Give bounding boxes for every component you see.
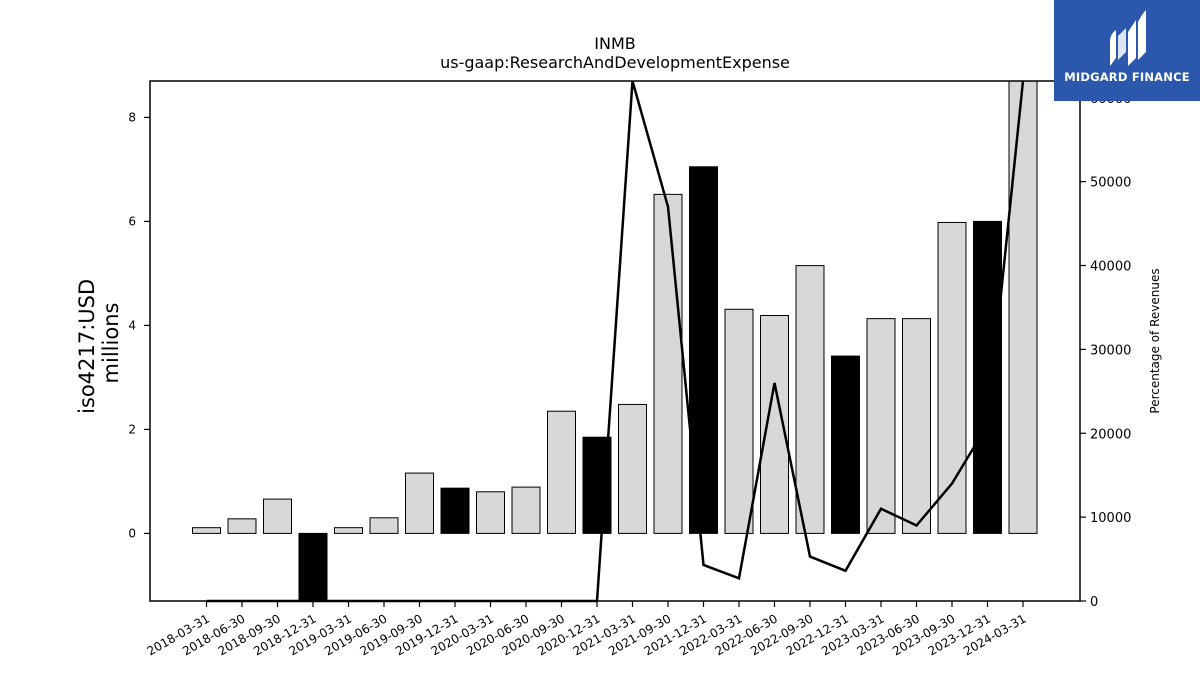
bar-2020-06-30 bbox=[511, 486, 541, 534]
y2-tick-label: 20000 bbox=[1090, 427, 1131, 442]
y2-tick-label: 0 bbox=[1090, 595, 1098, 610]
bar-2023-06-30 bbox=[902, 318, 931, 534]
y2-tick-label: 30000 bbox=[1090, 343, 1131, 358]
bar-2023-12-31 bbox=[973, 220, 1002, 534]
y2-tick-label: 50000 bbox=[1090, 176, 1131, 191]
bar-2020-09-30 bbox=[547, 410, 576, 534]
bar-2019-06-30 bbox=[369, 517, 399, 534]
bar-2021-09-30 bbox=[653, 193, 683, 534]
bar-2018-03-31 bbox=[192, 527, 221, 534]
bar-2023-03-31 bbox=[866, 318, 896, 534]
y-tick-label: 6 bbox=[128, 214, 136, 228]
chart-subtitle: us-gaap:ResearchAndDevelopmentExpense bbox=[440, 53, 790, 72]
y-tick-label: 8 bbox=[128, 110, 136, 124]
bar-2023-09-30 bbox=[937, 221, 967, 534]
y2-tick-label: 40000 bbox=[1090, 260, 1131, 275]
y-tick-label: 2 bbox=[128, 422, 136, 436]
y-tick-label: 4 bbox=[128, 318, 136, 332]
bar-2022-09-30 bbox=[795, 265, 825, 534]
midgard-logo-icon bbox=[1110, 10, 1146, 66]
bar-2022-03-31 bbox=[724, 308, 754, 534]
plot-frame bbox=[149, 80, 1081, 602]
bar-2022-12-31 bbox=[831, 355, 860, 534]
logo-text: MIDGARD FINANCE bbox=[1064, 70, 1190, 84]
y2-axis-label: Percentage of Revenues bbox=[1148, 268, 1162, 413]
bar-2019-03-31 bbox=[334, 527, 363, 534]
bar-2018-12-31 bbox=[298, 532, 328, 602]
bars bbox=[192, 80, 1038, 602]
bar-2022-06-30 bbox=[760, 315, 789, 534]
brand-logo: MIDGARD FINANCE bbox=[1054, 0, 1200, 101]
y-tick-label: 0 bbox=[128, 526, 136, 540]
y2-axis: 0100002000030000400005000060000 bbox=[1080, 92, 1131, 610]
bar-2019-09-30 bbox=[405, 472, 434, 534]
bar-2018-09-30 bbox=[263, 498, 292, 534]
percentage-line bbox=[206, 80, 1025, 603]
chart-title: INMB bbox=[594, 34, 635, 53]
bar-2019-12-31 bbox=[440, 487, 470, 534]
bar-2024-03-31 bbox=[1008, 80, 1038, 534]
bar-2020-03-31 bbox=[476, 491, 505, 534]
y-axis: 0 2 4 6 8 bbox=[128, 110, 150, 540]
y-axis-label: iso4217:USD millions bbox=[75, 272, 123, 414]
y2-tick-label: 10000 bbox=[1090, 511, 1131, 526]
x-axis: 2018-03-312018-06-302018-09-302018-12-31… bbox=[145, 601, 1029, 658]
bar-2021-03-31 bbox=[618, 403, 647, 534]
bar-2018-06-30 bbox=[227, 518, 257, 534]
